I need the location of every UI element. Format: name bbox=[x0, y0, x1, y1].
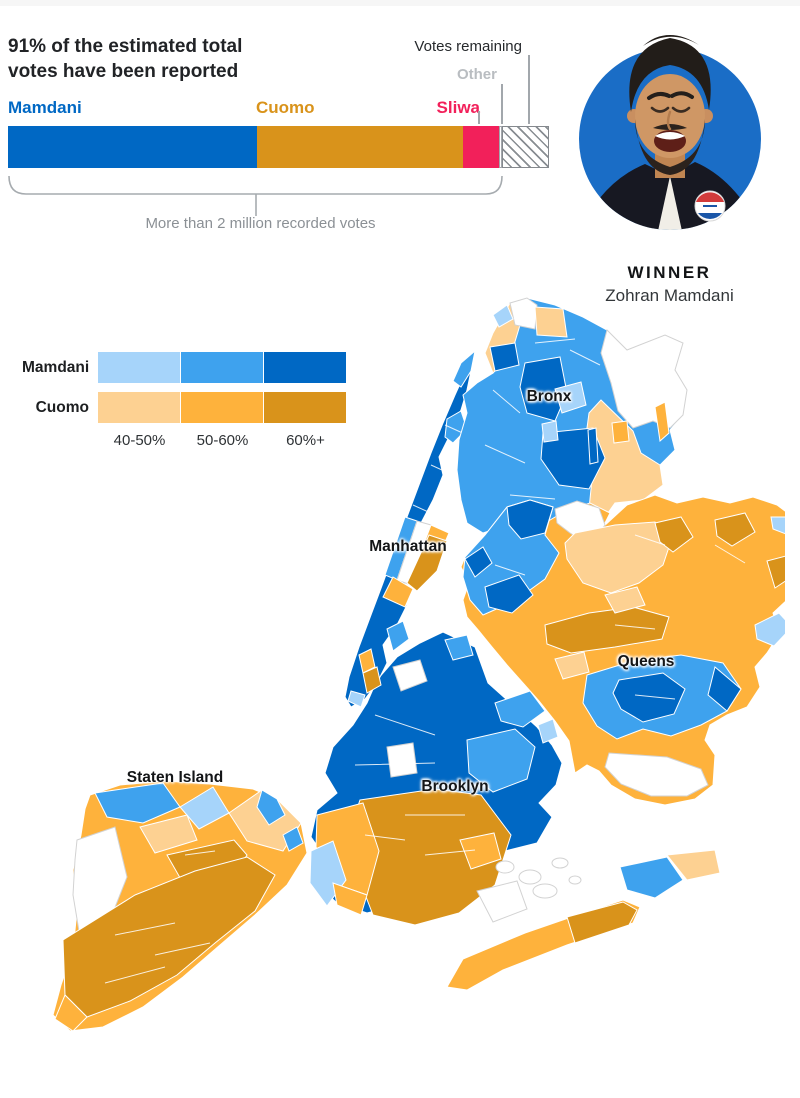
nyc-choropleth-map[interactable] bbox=[15, 295, 800, 1055]
votes-remaining-label: Votes remaining bbox=[414, 38, 522, 55]
sliwa-bar-label: Sliwa bbox=[436, 98, 480, 117]
sliwa-leader-line bbox=[478, 111, 480, 124]
rockaway-peninsula[interactable] bbox=[446, 849, 721, 991]
page-top-strip bbox=[0, 0, 800, 6]
map-label-manhattan: Manhattan bbox=[369, 538, 447, 555]
legend-swatch-mamdani-60plus bbox=[264, 352, 347, 383]
borough-bronx[interactable] bbox=[456, 297, 688, 534]
bar-caption: More than 2 million recorded votes bbox=[145, 215, 376, 232]
bar-segment-remaining[interactable] bbox=[501, 126, 549, 168]
jamaica-bay-islands bbox=[476, 857, 582, 923]
headline: 91% of the estimated total votes have be… bbox=[8, 36, 243, 83]
borough-brooklyn[interactable] bbox=[309, 631, 563, 926]
legend-label-mamdani: Mamdani bbox=[22, 358, 90, 376]
votes-remaining-leader-line bbox=[528, 55, 530, 124]
bar-bracket bbox=[8, 175, 503, 216]
legend-swatch-mamdani-40-50 bbox=[98, 352, 181, 383]
legend-swatch-mamdani-50-60 bbox=[181, 352, 264, 383]
other-leader-line bbox=[501, 84, 503, 124]
legend-tick-50-60: 50-60% bbox=[196, 432, 249, 449]
bar-segment-other[interactable] bbox=[498, 126, 502, 168]
results-bar[interactable] bbox=[8, 126, 549, 168]
borough-manhattan[interactable] bbox=[344, 349, 476, 708]
legend-swatch-cuomo-50-60 bbox=[181, 392, 264, 423]
map-label-brooklyn: Brooklyn bbox=[421, 778, 489, 795]
bar-segment-sliwa[interactable] bbox=[462, 126, 499, 168]
map-label-staten-island: Staten Island bbox=[126, 769, 224, 786]
map-container: Bronx Manhattan Queens Brooklyn Staten I… bbox=[15, 295, 800, 1055]
mamdani-bar-label: Mamdani bbox=[8, 98, 82, 117]
legend-tick-60plus: 60%+ bbox=[286, 432, 325, 449]
borough-staten-island[interactable] bbox=[52, 780, 308, 1032]
legend-swatch-cuomo-40-50 bbox=[98, 392, 181, 423]
i-voted-sticker-icon bbox=[694, 190, 725, 222]
map-label-bronx: Bronx bbox=[526, 388, 572, 405]
cuomo-bar-label: Cuomo bbox=[256, 98, 315, 117]
legend-tick-40-50: 40-50% bbox=[113, 432, 166, 449]
map-label-queens: Queens bbox=[617, 653, 675, 670]
other-label: Other bbox=[456, 66, 497, 83]
borough-queens[interactable] bbox=[460, 494, 800, 806]
bar-segment-cuomo[interactable] bbox=[256, 126, 463, 168]
winner-name: Zohran Mamdani bbox=[605, 286, 734, 305]
map-legend: Mamdani Cuomo 40-50% 50-60% 60%+ bbox=[22, 352, 347, 449]
winner-block: WINNER Zohran Mamdani bbox=[572, 24, 767, 306]
winner-portrait bbox=[578, 35, 761, 230]
bar-segment-mamdani[interactable] bbox=[8, 126, 257, 168]
winner-tag: WINNER bbox=[627, 263, 712, 282]
legend-label-cuomo: Cuomo bbox=[35, 398, 89, 416]
legend-swatch-cuomo-60plus bbox=[264, 392, 347, 423]
